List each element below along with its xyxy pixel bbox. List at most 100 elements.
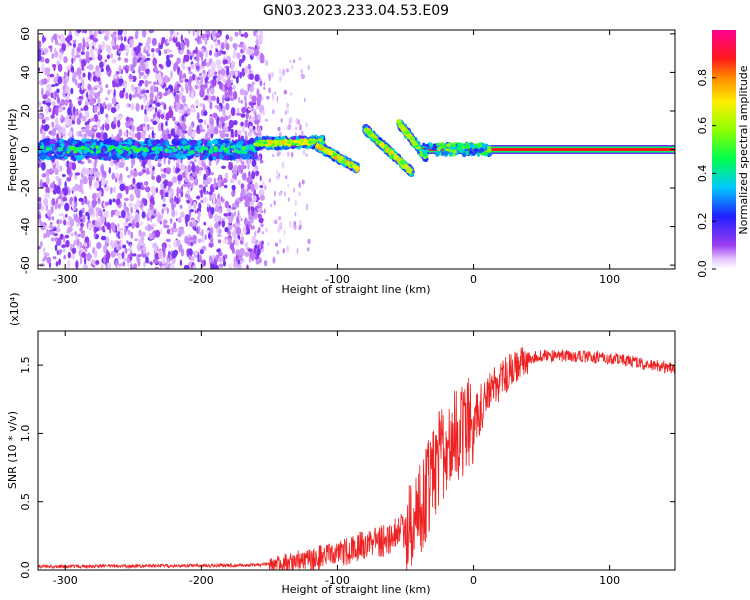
band-highlight <box>84 146 88 151</box>
band-highlight <box>226 145 230 150</box>
noise-speckle <box>303 97 306 103</box>
noise-speckle <box>109 89 113 93</box>
noise-speckle <box>201 48 205 55</box>
noise-speckle <box>58 52 63 61</box>
noise-speckle <box>261 231 265 235</box>
noise-speckle <box>162 196 166 203</box>
band-highlight <box>167 145 172 149</box>
noise-speckle <box>276 175 280 180</box>
noise-speckle <box>128 74 133 80</box>
noise-speckle <box>76 233 82 238</box>
noise-speckle <box>67 226 73 232</box>
noise-speckle <box>140 131 146 139</box>
falling-branch-core <box>373 138 379 142</box>
noise-speckle <box>104 97 109 101</box>
band-highlight <box>135 148 140 153</box>
band-blob <box>240 153 248 160</box>
noise-speckle <box>129 193 134 202</box>
noise-speckle <box>147 211 152 217</box>
noise-speckle <box>289 220 292 228</box>
noise-speckle <box>144 79 149 88</box>
noise-speckle <box>259 175 262 182</box>
noise-speckle <box>285 125 288 131</box>
noise-speckle <box>239 88 245 96</box>
noise-speckle <box>130 131 135 140</box>
noise-speckle <box>85 98 89 107</box>
noise-speckle <box>247 192 253 198</box>
noise-speckle <box>154 266 160 269</box>
noise-speckle <box>254 132 259 136</box>
noise-speckle <box>43 232 46 239</box>
noise-speckle <box>65 85 70 94</box>
noise-speckle <box>160 189 164 197</box>
noise-speckle <box>141 211 146 219</box>
noise-speckle <box>92 200 96 208</box>
noise-speckle <box>265 227 269 233</box>
noise-speckle <box>172 165 176 174</box>
noise-speckle <box>137 253 142 258</box>
noise-speckle <box>109 241 114 247</box>
noise-speckle <box>229 97 235 101</box>
noise-speckle <box>307 238 311 244</box>
noise-speckle <box>209 49 212 56</box>
noise-speckle <box>280 118 283 123</box>
noise-speckle <box>196 76 201 81</box>
noise-speckle <box>115 198 121 206</box>
noise-speckle <box>71 48 75 57</box>
noise-speckle <box>251 206 255 212</box>
noise-speckle <box>247 196 252 202</box>
noise-speckle <box>86 120 90 125</box>
noise-speckle <box>228 114 232 119</box>
noise-speckle <box>269 203 272 208</box>
noise-speckle <box>307 64 310 71</box>
noise-speckle <box>89 34 95 40</box>
noise-speckle <box>197 159 202 166</box>
falling-branch-core <box>328 150 332 156</box>
noise-speckle <box>125 92 129 100</box>
noise-speckle <box>57 63 63 72</box>
noise-speckle <box>190 256 195 262</box>
noise-speckle <box>149 166 153 175</box>
noise-speckle <box>43 197 48 206</box>
noise-speckle <box>203 59 207 67</box>
noise-speckle <box>302 149 306 156</box>
noise-speckle <box>287 184 290 188</box>
falling-branch-core <box>364 127 368 133</box>
noise-speckle <box>93 30 97 40</box>
noise-speckle <box>225 133 229 138</box>
noise-speckle <box>77 42 83 48</box>
noise-speckle <box>219 82 223 90</box>
noise-speckle <box>179 164 185 171</box>
noise-speckle <box>46 256 52 264</box>
noise-speckle <box>96 221 101 227</box>
noise-speckle <box>189 176 193 181</box>
noise-speckle <box>132 253 137 257</box>
noise-speckle <box>87 222 93 232</box>
noise-speckle <box>171 208 176 218</box>
noise-speckle <box>200 128 206 133</box>
noise-speckle <box>123 257 127 262</box>
noise-speckle <box>43 252 49 257</box>
band-blob <box>211 139 218 145</box>
band-highlight <box>154 149 158 154</box>
noise-speckle <box>272 109 275 115</box>
noise-speckle <box>123 36 127 42</box>
noise-speckle <box>188 66 191 72</box>
noise-speckle <box>190 217 195 221</box>
noise-speckle <box>160 168 164 172</box>
noise-speckle <box>169 264 175 269</box>
noise-speckle <box>289 92 293 96</box>
noise-speckle <box>115 82 120 88</box>
noise-speckle <box>273 219 276 225</box>
noise-speckle <box>100 67 104 73</box>
noise-speckle <box>104 123 110 131</box>
noise-speckle <box>196 195 201 200</box>
noise-speckle <box>62 247 66 253</box>
noise-speckle <box>214 104 219 109</box>
noise-speckle <box>233 262 238 268</box>
noise-speckle <box>48 130 53 135</box>
noise-speckle <box>277 126 281 132</box>
noise-speckle <box>214 222 220 229</box>
noise-speckle <box>80 231 86 239</box>
noise-speckle <box>240 113 246 118</box>
